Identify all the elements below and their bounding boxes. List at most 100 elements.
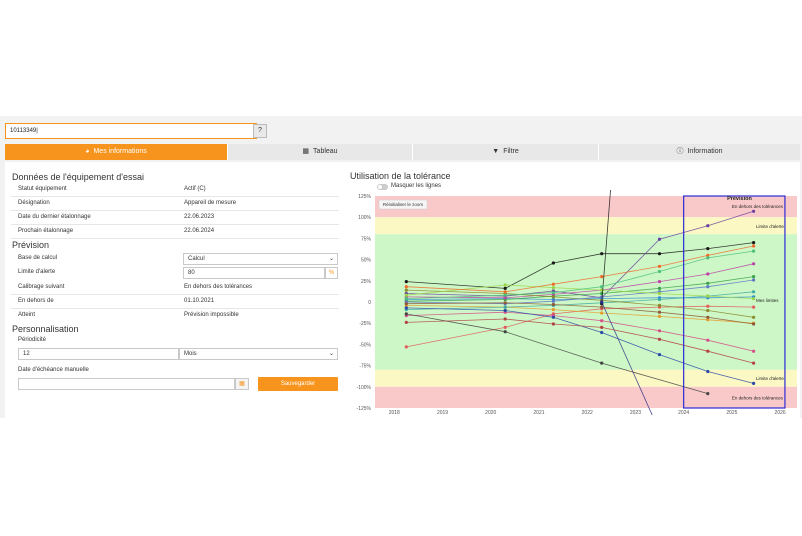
data-point <box>706 349 710 353</box>
data-point <box>657 297 662 302</box>
reset-zoom-button[interactable]: Réinitialiser le zoom <box>378 199 428 210</box>
search-input[interactable]: 10113349| <box>5 123 257 139</box>
data-point <box>706 247 710 251</box>
data-point <box>600 285 604 289</box>
data-point <box>551 322 555 326</box>
data-point <box>404 288 408 292</box>
data-point <box>404 293 408 297</box>
y-tick-label: -50% <box>359 342 371 348</box>
tab-label: Information <box>687 148 723 155</box>
hide-lines-toggle[interactable] <box>377 184 388 190</box>
base-select-value: Calcul <box>188 256 205 262</box>
x-tick-label: 2022 <box>582 410 593 415</box>
data-point <box>551 291 555 295</box>
data-point <box>752 209 756 213</box>
data-point <box>404 306 408 310</box>
row-label: Atteint <box>18 312 36 318</box>
tab-filtre[interactable]: ▼ Filtre <box>413 144 599 160</box>
filter-icon: ▼ <box>492 148 500 155</box>
row-value: En dehors des tolérances <box>184 284 253 290</box>
data-point <box>752 381 756 385</box>
band-alert-bottom <box>375 369 797 387</box>
row-label: Calibrage suivant <box>18 284 65 290</box>
data-point <box>706 253 710 257</box>
x-tick-label: 2024 <box>678 410 689 415</box>
y-tick-label: 100% <box>358 215 371 221</box>
y-tick-label: -25% <box>359 321 371 327</box>
chart-annotation: En dehors des tolérances <box>732 204 784 209</box>
chart-annotation: En dehors des tolérances <box>732 396 784 401</box>
calendar-icon[interactable]: ▦ <box>235 378 249 390</box>
band-ok <box>375 234 797 370</box>
tab-label: Filtre <box>503 148 519 155</box>
data-point <box>752 361 756 365</box>
series-line <box>601 190 611 304</box>
data-point <box>503 296 507 300</box>
period-unit-select[interactable]: Mois ⌄ <box>179 348 338 360</box>
base-select[interactable]: Calcul ⌄ <box>183 253 338 265</box>
chart-title: Utilisation de la tolérance <box>350 171 451 181</box>
data-point <box>657 329 662 333</box>
chevron-down-icon: ⌄ <box>328 351 334 357</box>
x-tick-label: 2025 <box>726 410 737 415</box>
data-point <box>752 290 756 294</box>
row-label: En dehors de <box>18 298 54 304</box>
x-tick-label: 2021 <box>533 410 544 415</box>
y-tick-label: 50% <box>361 258 372 264</box>
data-point <box>600 300 604 304</box>
data-point <box>657 303 662 307</box>
forecast-base-row: Base de calcul <box>11 252 339 265</box>
forecast-title: Prévision <box>12 240 50 250</box>
x-tick-label: 2026 <box>775 410 786 415</box>
forecast-row: Calibrage suivant En dehors des toléranc… <box>11 281 339 295</box>
y-tick-label: -100% <box>357 385 372 391</box>
data-point <box>706 256 710 260</box>
row-label: Prochain étalonnage <box>18 228 74 234</box>
y-tick-label: 0 <box>368 300 371 306</box>
equipment-row: Désignation Appareil de mesure <box>11 197 339 211</box>
data-point <box>752 349 756 353</box>
data-point <box>404 280 408 284</box>
row-value: 22.06.2024 <box>184 228 215 234</box>
data-point <box>600 252 604 256</box>
data-point <box>752 262 756 266</box>
period-unit-value: Mois <box>184 351 197 357</box>
equipment-row: Date du dernier étalonnage 22.06.2023 <box>11 211 339 225</box>
data-point <box>551 315 555 319</box>
data-point <box>752 315 756 319</box>
y-tick-label: -75% <box>359 364 371 370</box>
info-icon: ⓘ <box>676 148 684 155</box>
data-point <box>600 330 604 335</box>
data-point <box>404 312 408 316</box>
tab-mes-informations[interactable]: ◕ Mes informations <box>5 144 228 160</box>
help-button[interactable]: ? <box>253 124 267 138</box>
data-point <box>657 264 662 268</box>
row-value: Actif (C) <box>184 186 206 192</box>
data-point <box>706 318 710 322</box>
band-alert-top <box>375 217 797 235</box>
row-label: Base de calcul <box>18 255 58 261</box>
data-point <box>404 345 408 349</box>
row-value: Prévision impossible <box>184 312 239 318</box>
save-button[interactable]: Sauvegarder <box>258 377 338 391</box>
equipment-row: Statut équipement Actif (C) <box>11 183 339 197</box>
data-point <box>551 302 555 307</box>
data-point <box>503 305 507 309</box>
row-value: 01.10.2021 <box>184 298 215 304</box>
alert-limit-input[interactable]: 80 <box>183 267 325 279</box>
y-tick-label: -125% <box>357 406 372 412</box>
y-tick-label: 125% <box>358 194 371 200</box>
data-point <box>600 325 604 329</box>
gauge-icon: ◕ <box>85 148 90 155</box>
data-point <box>404 302 408 306</box>
chart-annotation: Limite d'alerte <box>756 376 784 381</box>
row-value: Appareil de mesure <box>184 200 237 206</box>
table-icon: ▦ <box>302 148 310 155</box>
period-input[interactable]: 12 <box>18 348 179 360</box>
tab-label: Mes informations <box>93 148 147 155</box>
data-point <box>706 308 710 313</box>
data-point <box>503 325 507 329</box>
tab-tableau[interactable]: ▦ Tableau <box>228 144 413 160</box>
tab-information[interactable]: ⓘ Information <box>599 144 800 160</box>
manual-date-input[interactable] <box>18 378 235 390</box>
